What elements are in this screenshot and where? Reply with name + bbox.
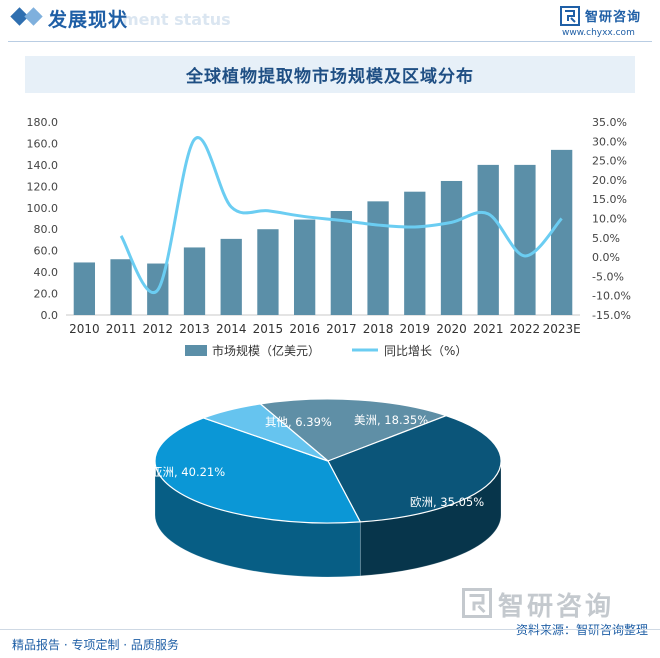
right-axis-tick-label: -15.0% xyxy=(592,309,631,322)
x-axis-tick-label: 2023E xyxy=(543,322,581,336)
left-axis-tick-label: 120.0 xyxy=(27,180,59,193)
legend-label-line: 同比增长（%） xyxy=(384,344,467,358)
right-axis-tick-label: 15.0% xyxy=(592,193,627,206)
watermark-logo-icon xyxy=(462,588,492,618)
pie-slice xyxy=(327,415,502,523)
left-axis-tick-label: 0.0 xyxy=(41,309,59,322)
bar xyxy=(550,149,573,315)
brand-logo: 智研咨询 www.chyxx.com xyxy=(560,4,660,40)
left-axis-tick-label: 100.0 xyxy=(27,202,59,215)
x-axis-tick-label: 2015 xyxy=(253,322,284,336)
legend-swatch-bar xyxy=(185,345,207,356)
x-axis-tick-label: 2020 xyxy=(436,322,467,336)
bar xyxy=(367,201,389,315)
right-axis-tick-label: 5.0% xyxy=(592,232,620,245)
left-axis-tick-label: 140.0 xyxy=(27,159,59,172)
watermark-logo: 智研咨询 xyxy=(462,586,642,622)
x-axis-tick-label: 2016 xyxy=(289,322,320,336)
left-axis-tick-label: 80.0 xyxy=(34,223,59,236)
left-axis-tick-label: 60.0 xyxy=(34,245,59,258)
legend-label-bar: 市场规模（亿美元） xyxy=(212,343,320,358)
brand-name: 智研咨询 xyxy=(585,10,642,25)
pie-chart: 美洲, 18.35% 欧洲, 35.05% 亚洲, 40.21% 其他, 6.39% xyxy=(151,398,502,578)
x-axis-tick-label: 2010 xyxy=(69,322,100,336)
right-axis-tick-label: 0.0% xyxy=(592,251,620,264)
bar xyxy=(477,164,499,315)
chart-title-banner: 全球植物提取物市场规模及区域分布 xyxy=(25,56,635,93)
bar xyxy=(220,238,242,315)
x-axis-tick-label: 2012 xyxy=(143,322,174,336)
chart-title: 全球植物提取物市场规模及区域分布 xyxy=(186,67,474,87)
bar xyxy=(257,229,279,315)
pie-slice-label: 亚洲, 40.21% xyxy=(151,465,225,479)
bar xyxy=(293,219,316,315)
pie-slice-label: 欧洲, 35.05% xyxy=(410,495,484,509)
x-axis-tick-label: 2021 xyxy=(473,322,504,336)
data-source: 资料来源：智研咨询整理 xyxy=(515,623,648,637)
pie-slice xyxy=(201,403,329,462)
header-divider xyxy=(8,41,652,42)
growth-line xyxy=(119,136,563,295)
combo-chart: 0.0 20.0 40.0 60.0 80.0 100.0 120.0 140.0 160.0 1… xyxy=(27,116,631,358)
section-subtitle: ment status xyxy=(122,10,231,29)
brand-logo-icon xyxy=(560,6,580,26)
pie-slice-label: 其他, 6.39% xyxy=(265,415,332,429)
x-axis-tick-label: 2013 xyxy=(179,322,210,336)
left-axis-tick-label: 20.0 xyxy=(34,288,59,301)
right-axis-tick-label: -5.0% xyxy=(592,270,624,283)
bar xyxy=(110,259,132,315)
header: ment status 发展现状 智研咨询 www.chyxx.com xyxy=(0,0,660,44)
x-axis-tick-label: 2022 xyxy=(510,322,541,336)
bar xyxy=(183,247,206,315)
left-axis-tick-label: 160.0 xyxy=(27,137,59,150)
right-axis-tick-label: -10.0% xyxy=(592,290,631,303)
section-title: 发展现状 xyxy=(48,9,129,31)
x-axis-tick-label: 2019 xyxy=(400,322,431,336)
watermark-name: 智研咨询 xyxy=(498,592,615,622)
left-axis-tick-label: 180.0 xyxy=(27,116,59,129)
x-axis-tick-label: 2014 xyxy=(216,322,247,336)
right-axis-tick-label: 35.0% xyxy=(592,116,627,129)
x-axis-tick-label: 2018 xyxy=(363,322,394,336)
brand-url: www.chyxx.com xyxy=(562,28,635,38)
legend: 市场规模（亿美元） 同比增长（%） xyxy=(185,343,467,358)
pie-slice-label: 美洲, 18.35% xyxy=(354,413,428,427)
x-axis-tick-label: 2017 xyxy=(326,322,357,336)
right-axis-tick-label: 25.0% xyxy=(592,155,627,168)
right-axis-tick-label: 10.0% xyxy=(592,213,627,226)
bar xyxy=(73,262,96,315)
pie-slice xyxy=(154,417,362,524)
bar xyxy=(404,191,426,315)
bar xyxy=(514,164,536,315)
x-axis-tick-label: 2011 xyxy=(106,322,137,336)
pie-slice xyxy=(258,398,448,462)
diamond-icon xyxy=(24,7,43,26)
right-axis-tick-label: 20.0% xyxy=(592,174,627,187)
left-axis-tick-label: 40.0 xyxy=(34,266,59,279)
bar xyxy=(330,210,353,315)
footer-tagline: 精品报告 · 专项定制 · 品质服务 xyxy=(12,638,179,652)
right-axis-tick-label: 30.0% xyxy=(592,135,627,148)
bar xyxy=(440,180,463,315)
footer-divider xyxy=(0,629,660,630)
